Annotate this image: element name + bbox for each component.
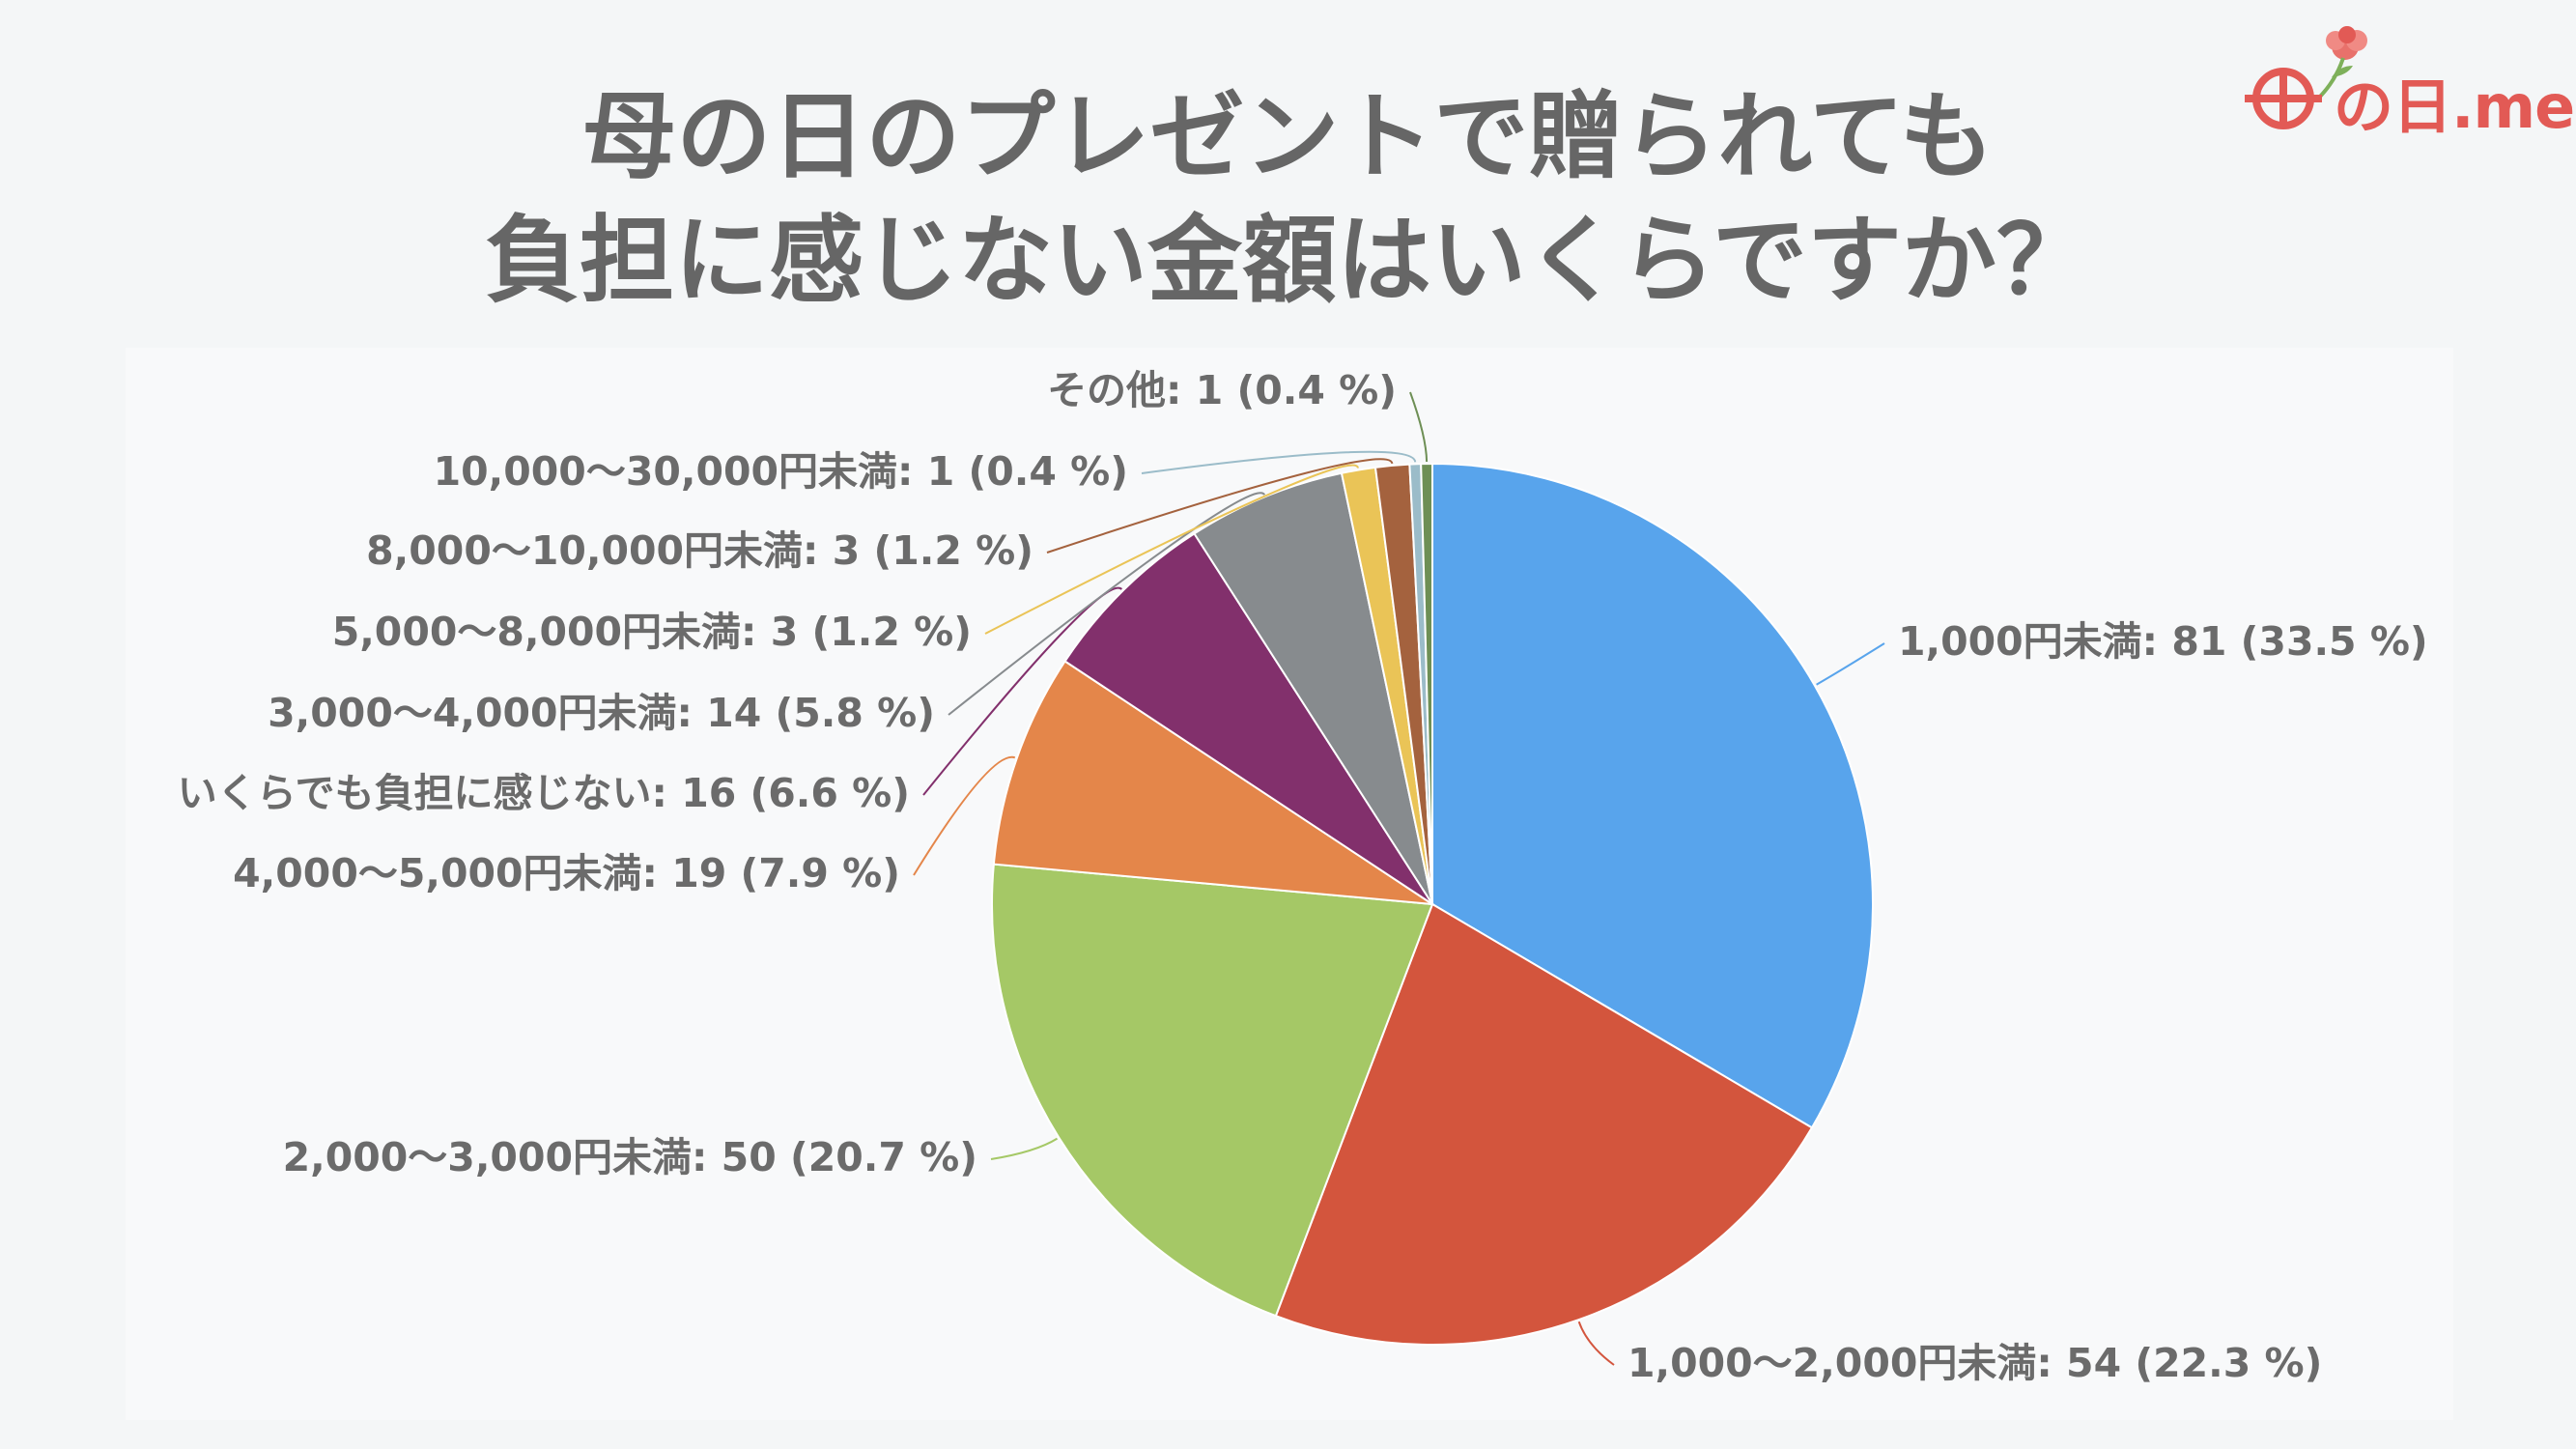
carnation-icon	[2245, 26, 2367, 129]
pie-leader-line	[1816, 642, 1885, 686]
pie-leader-line	[1141, 450, 1417, 474]
pie-slice-label: 10,000～30,000円未満: 1 (0.4 %)	[434, 448, 1128, 495]
pie-slice-label: いくらでも負担に感じない: 16 (6.6 %)	[178, 770, 910, 816]
pie-leader-line	[922, 586, 1123, 796]
pie-labels: 1,000円未満: 81 (33.5 %) 1,000～2,000円未満: 54 …	[178, 367, 2428, 1386]
chart-title-line-2: 負担に感じない金額はいくらですか？	[484, 206, 2092, 316]
pie-slice-label: 3,000～4,000円未満: 14 (5.8 %)	[268, 690, 935, 736]
pie-leader-line	[990, 1137, 1059, 1160]
pie-slice-label: 1,000円未満: 81 (33.5 %)	[1898, 618, 2428, 665]
pie-slice	[992, 660, 1433, 905]
chart-title: 母の日のプレゼントで贈られても 負担に感じない金額はいくらですか？	[0, 75, 2576, 323]
pie-slices	[991, 462, 1874, 1346]
pie-leader-line	[913, 755, 1016, 876]
pie-leader-line	[984, 464, 1360, 635]
pie-slice	[1274, 902, 1814, 1346]
pie-slice	[1431, 462, 1874, 1129]
pie-slice	[1420, 462, 1433, 905]
pie-slice-label: 5,000～8,000円未満: 3 (1.2 %)	[332, 609, 972, 655]
pie-leader-lines	[913, 391, 1885, 1366]
chart-title-line-1: 母の日のプレゼントで贈られても	[581, 82, 1995, 192]
logo-text: の日.me	[2334, 71, 2575, 142]
pie-slice-label: 8,000～10,000円未満: 3 (1.2 %)	[366, 527, 1033, 574]
pie-leader-line	[1409, 391, 1429, 463]
pie-leader-line	[1046, 458, 1394, 554]
pie-slice-label: 1,000～2,000円未満: 54 (22.3 %)	[1628, 1340, 2322, 1386]
site-logo: の日.me	[2239, 21, 2575, 142]
pie-slice-label: 2,000～3,000円未満: 50 (20.7 %)	[283, 1134, 977, 1180]
pie-leader-line	[948, 492, 1266, 716]
pie-slice-label: その他: 1 (0.4 %)	[1047, 367, 1397, 413]
pie-slice	[991, 863, 1434, 1318]
pie-slice	[1063, 532, 1433, 905]
pie-leader-line	[1577, 1321, 1615, 1366]
pie-slice-label: 4,000～5,000円未満: 19 (7.9 %)	[233, 850, 900, 896]
